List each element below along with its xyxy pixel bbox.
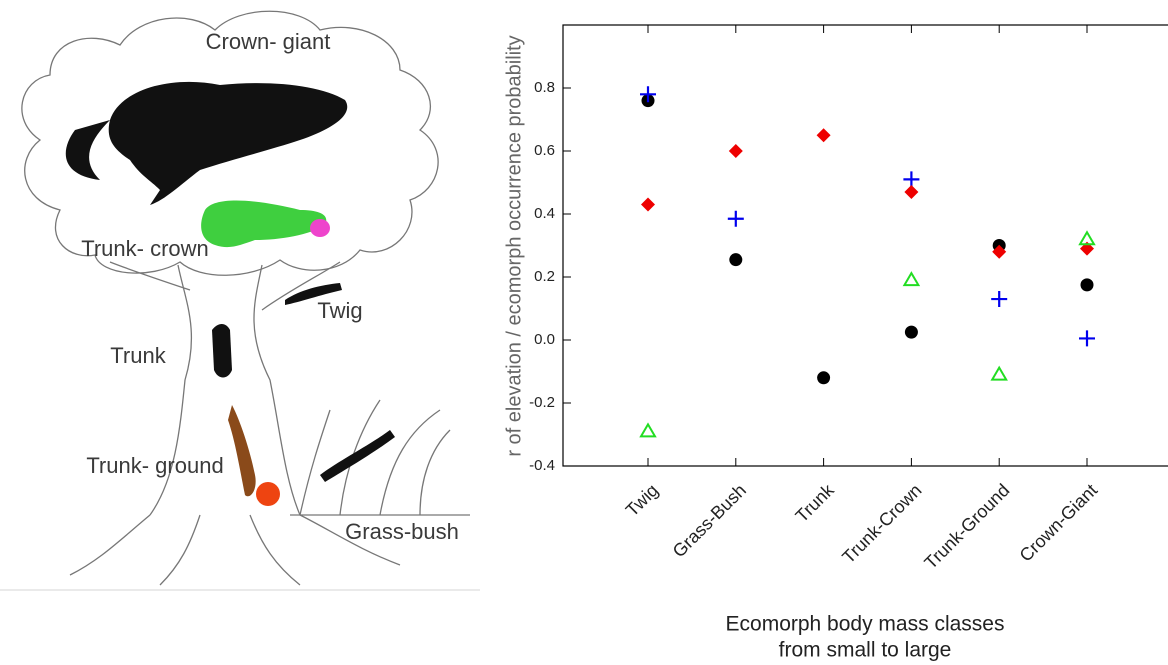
dewlap-orange	[256, 482, 280, 506]
label: Twig	[317, 298, 362, 323]
bush	[290, 399, 470, 516]
lizard-ground	[228, 405, 256, 497]
point	[902, 271, 921, 287]
y-axis-title: r of elevation / ecomorph occurrence pro…	[503, 35, 525, 456]
tree-crown	[21, 10, 439, 276]
x-axis-title: from small to large	[779, 639, 952, 662]
label: Grass-bush	[345, 519, 459, 544]
y-tick-label: 0.4	[534, 205, 555, 222]
lizard-trunk	[212, 324, 232, 378]
x-tick-label: Trunk	[792, 479, 839, 526]
point	[991, 291, 1008, 308]
y-tick-label: -0.4	[529, 457, 555, 474]
label: Crown- giant	[206, 29, 331, 54]
y-tick-label: 0.6	[534, 142, 555, 159]
point	[992, 244, 1007, 259]
x-tick-label: Twig	[622, 480, 662, 520]
point	[641, 197, 655, 212]
lizard-grass	[320, 430, 395, 482]
point	[1079, 330, 1095, 347]
x-tick-label: Trunk-Crown	[838, 480, 925, 567]
label: Trunk- ground	[86, 453, 223, 478]
x-tick-label: Grass-Bush	[669, 480, 750, 561]
lizard-twig	[285, 283, 342, 305]
lizard-giant	[65, 81, 348, 205]
point	[903, 171, 920, 188]
point	[727, 210, 744, 227]
lizard-crown	[201, 200, 327, 248]
dewlap-pink	[310, 219, 330, 237]
label: Trunk	[110, 343, 166, 368]
label: Trunk- crown	[81, 236, 209, 261]
point	[904, 184, 919, 199]
y-tick-label: 0.8	[534, 79, 555, 96]
point	[639, 422, 657, 438]
point	[640, 86, 656, 103]
point	[1078, 230, 1096, 246]
x-tick-label: Trunk-Ground	[920, 480, 1013, 573]
y-tick-label: 0.2	[534, 268, 555, 285]
y-tick-label: 0.0	[534, 331, 555, 348]
point	[816, 128, 831, 143]
point	[729, 253, 743, 267]
lizards	[65, 81, 395, 506]
point	[817, 371, 831, 385]
point	[728, 144, 743, 158]
illustration	[0, 10, 480, 591]
plot-frame	[562, 24, 1168, 467]
x-tick-label: Crown-Giant	[1016, 480, 1102, 566]
x-axis-title: Ecomorph body mass classes	[726, 613, 1005, 636]
point	[904, 325, 918, 339]
point	[990, 365, 1008, 381]
point	[1080, 278, 1094, 292]
tree-trunk	[69, 261, 401, 586]
y-tick-label: -0.2	[529, 394, 555, 411]
